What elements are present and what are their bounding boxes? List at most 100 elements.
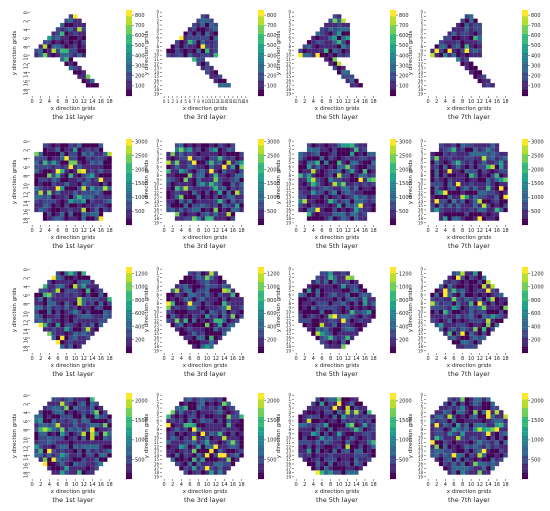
heatmap-cell: [451, 44, 457, 49]
heatmap-cell: [47, 279, 52, 285]
x-tick-label: 2: [171, 99, 174, 104]
heatmap-cell: [196, 331, 201, 336]
heatmap-cell: [430, 190, 435, 195]
heatmap-cell: [68, 401, 74, 406]
y-tick-label: 19: [154, 348, 160, 353]
heatmap-cell: [354, 156, 359, 161]
y-tick-label: 18: [286, 344, 292, 349]
heatmap-cell: [192, 314, 197, 319]
colorbar-segment: [390, 340, 396, 343]
x-tick-label: 18: [502, 99, 508, 105]
heatmap-cell: [217, 453, 223, 458]
heatmap-cell: [319, 147, 325, 152]
heatmap-cell: [456, 44, 461, 49]
heatmap-cell: [349, 427, 355, 432]
heatmap-cell: [196, 418, 201, 424]
heatmap-cell: [337, 186, 342, 191]
colorbar-segment: [522, 143, 528, 146]
heatmap-cell: [179, 279, 184, 285]
heatmap-cell: [456, 207, 461, 213]
heatmap-cell: [213, 177, 218, 183]
heatmap-cell: [68, 40, 74, 45]
x-tick-label: 6: [56, 99, 59, 105]
heatmap-cell: [200, 288, 206, 293]
heatmap-cell: [55, 271, 61, 276]
heatmap-cell: [42, 431, 48, 437]
heatmap-cell: [503, 177, 508, 183]
heatmap-cell: [205, 453, 210, 458]
heatmap-cell: [179, 151, 184, 157]
y-tick-label: 14: [154, 199, 160, 204]
heatmap-cell: [319, 418, 325, 424]
heatmap-cell: [226, 318, 231, 323]
heatmap-cell: [434, 207, 439, 213]
heatmap-cell: [60, 271, 65, 276]
y-tick-label: 2: [24, 403, 30, 406]
heatmap-cell: [77, 314, 82, 319]
heatmap-cell: [170, 314, 175, 319]
heatmap-cell: [55, 212, 61, 217]
heatmap-cell: [209, 301, 214, 306]
y-tick-label: 9: [156, 177, 159, 182]
heatmap-cell: [64, 143, 69, 148]
heatmap-cell: [81, 440, 86, 445]
heatmap-cell: [306, 177, 312, 183]
heatmap-cell: [239, 190, 244, 195]
heatmap-cell: [451, 173, 457, 178]
y-tick-label: 3: [420, 152, 423, 157]
heatmap-cell: [499, 207, 504, 213]
heatmap-cell: [174, 453, 180, 458]
heatmap-cell: [354, 186, 359, 191]
heatmap-cell: [302, 203, 307, 208]
heatmap-cell: [464, 344, 470, 349]
y-tick-label: 17: [418, 340, 424, 345]
heatmap-cell: [73, 31, 78, 36]
heatmap-cell: [170, 297, 175, 302]
heatmap-cell: [311, 151, 316, 157]
heatmap-cell: [464, 327, 470, 332]
heatmap-cell: [85, 331, 91, 336]
heatmap-cell: [94, 169, 99, 174]
heatmap-cell: [302, 310, 307, 315]
heatmap-cell: [315, 301, 320, 306]
heatmap-cell: [68, 418, 74, 424]
y-tick-label: 4: [24, 285, 30, 288]
heatmap-cell: [434, 186, 439, 191]
panel-title: the 1st layer: [52, 370, 94, 378]
heatmap-cell: [217, 301, 223, 306]
colorbar-segment: [258, 393, 264, 396]
heatmap-cell: [205, 288, 210, 293]
panel-title: the 3rd layer: [184, 370, 226, 378]
y-tick-label: 9: [156, 431, 159, 436]
colorbar-segment: [126, 83, 132, 86]
x-tick-label: 11: [209, 99, 215, 104]
colorbar-segment: [390, 305, 396, 308]
heatmap-cell: [81, 436, 86, 441]
colorbar-segment: [126, 340, 132, 343]
heatmap-cell: [77, 173, 82, 178]
heatmap-cell: [200, 444, 206, 449]
heatmap-cell: [324, 292, 329, 298]
heatmap-cell: [438, 310, 444, 315]
heatmap-cell: [328, 314, 333, 319]
heatmap-cell: [319, 177, 325, 183]
colorbar-segment: [522, 27, 528, 30]
heatmap-cell: [81, 405, 86, 411]
heatmap-cell: [103, 318, 108, 323]
y-tick-label: 4: [156, 27, 159, 32]
heatmap-cell: [447, 314, 452, 319]
heatmap-cell: [174, 327, 180, 332]
heatmap-cell: [81, 301, 86, 306]
heatmap-cell: [174, 410, 180, 415]
heatmap-cell: [51, 331, 56, 336]
heatmap-cell: [226, 164, 231, 170]
heatmap-cell: [77, 275, 82, 280]
heatmap-cell: [367, 190, 372, 195]
heatmap-cell: [68, 344, 74, 349]
heatmap-cell: [170, 423, 175, 428]
colorbar-segment: [390, 344, 396, 347]
heatmap-cell: [438, 143, 444, 148]
heatmap-cell: [499, 177, 504, 183]
heatmap-cell: [337, 164, 342, 170]
colorbar-tick-label: 2500: [267, 153, 280, 159]
